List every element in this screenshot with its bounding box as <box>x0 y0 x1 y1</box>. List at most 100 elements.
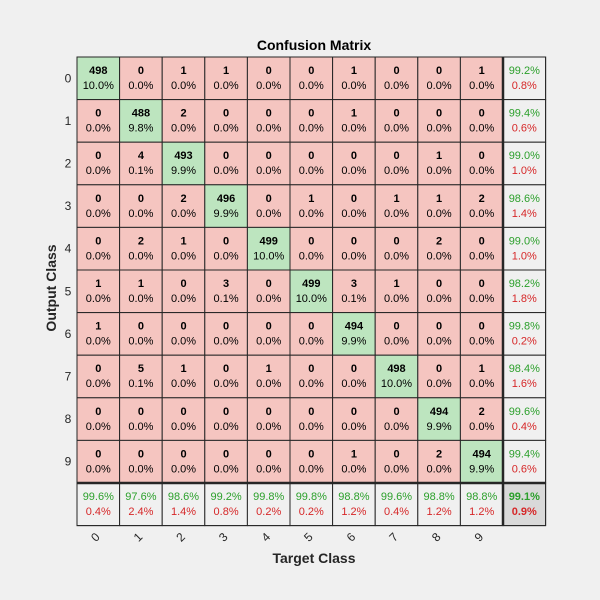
cell-background <box>289 397 334 441</box>
matrix-cell: 1 0.0% <box>161 56 206 101</box>
cell-background <box>119 439 163 484</box>
matrix-cell: 1 0.0% <box>289 184 334 228</box>
cell-count: 499 <box>260 235 278 247</box>
cell-count: 1 <box>393 193 399 205</box>
cell-background <box>417 312 461 356</box>
cell-count: 494 <box>430 406 449 418</box>
cell-count: 498 <box>387 363 405 375</box>
cell-background <box>502 354 547 399</box>
cell-percent: 0.0% <box>469 378 494 390</box>
cell-count: 0 <box>308 150 314 162</box>
cell-count: 0 <box>180 278 186 290</box>
y-tick-label: 3 <box>65 199 72 213</box>
cell-count: 0 <box>266 406 272 418</box>
cell-background <box>119 354 163 399</box>
matrix-cell: 0 0.0% <box>204 141 248 186</box>
summary-cell: 98.8% 1.2% <box>332 482 376 527</box>
cell-background <box>76 56 121 101</box>
cell-background <box>246 269 291 314</box>
cell-count: 0 <box>393 108 399 120</box>
cell-background <box>76 141 121 186</box>
cell-background <box>289 312 334 356</box>
cell-background <box>459 56 504 101</box>
cell-count: 1 <box>95 278 101 290</box>
cell-background <box>459 397 504 441</box>
y-tick-label: 8 <box>65 412 72 426</box>
summary-cell: 98.4% 1.6% <box>502 354 547 399</box>
cell-background <box>289 141 334 186</box>
cell-count: 488 <box>132 108 150 120</box>
cell-count: 0 <box>95 150 101 162</box>
matrix-cell: 1 0.0% <box>119 269 163 314</box>
matrix-cell: 0 0.0% <box>246 184 291 228</box>
cell-background <box>289 482 334 527</box>
summary-accuracy: 98.4% <box>509 363 540 375</box>
cell-percent: 0.0% <box>341 208 366 220</box>
cell-background <box>502 99 547 143</box>
cell-count: 2 <box>479 406 485 418</box>
cell-count: 1 <box>351 448 357 460</box>
summary-error: 0.2% <box>299 506 324 518</box>
matrix-cell: 1 0.0% <box>76 269 121 314</box>
cell-background <box>417 141 461 186</box>
matrix-cell: 0 0.0% <box>417 99 461 143</box>
cell-percent: 0.0% <box>256 463 281 475</box>
matrix-cell: 0 0.0% <box>374 397 419 441</box>
matrix-cell: 499 10.0% <box>246 226 291 271</box>
cell-percent: 0.0% <box>427 208 452 220</box>
summary-accuracy: 97.6% <box>125 491 156 503</box>
cell-percent: 0.0% <box>214 250 239 262</box>
cell-count: 0 <box>393 150 399 162</box>
matrix-cell: 0 0.0% <box>417 269 461 314</box>
cell-count: 0 <box>266 278 272 290</box>
cell-percent: 0.1% <box>341 293 366 305</box>
cell-background <box>502 226 547 271</box>
cell-count: 0 <box>95 235 101 247</box>
cell-background <box>161 56 206 101</box>
cell-percent: 0.0% <box>384 123 409 135</box>
chart-title: Confusion Matrix <box>257 37 372 53</box>
cell-percent: 0.0% <box>384 336 409 348</box>
matrix-cell: 1 0.0% <box>417 184 461 228</box>
cell-background <box>332 56 376 101</box>
summary-error: 1.2% <box>427 506 452 518</box>
cell-percent: 0.0% <box>128 80 153 92</box>
cell-background <box>76 482 121 527</box>
cell-percent: 0.0% <box>86 293 111 305</box>
summary-cell: 99.1% 0.9% <box>502 482 547 527</box>
cell-percent: 0.0% <box>427 165 452 177</box>
cell-background <box>246 99 291 143</box>
summary-error: 0.4% <box>512 421 537 433</box>
cell-percent: 0.0% <box>256 421 281 433</box>
matrix-cell: 0 0.0% <box>417 354 461 399</box>
summary-accuracy: 99.0% <box>509 235 540 247</box>
cell-background <box>502 184 547 228</box>
cell-percent: 0.0% <box>171 80 196 92</box>
matrix-cell: 494 9.9% <box>459 439 504 484</box>
matrix-cell: 0 0.0% <box>204 312 248 356</box>
summary-error: 1.6% <box>512 378 537 390</box>
y-axis-label: Output Class <box>43 244 59 331</box>
cell-count: 1 <box>180 65 186 77</box>
cell-background <box>502 141 547 186</box>
cell-count: 1 <box>223 65 229 77</box>
cell-percent: 0.0% <box>469 165 494 177</box>
cell-background <box>204 56 248 101</box>
summary-cell: 99.4% 0.6% <box>502 439 547 484</box>
matrix-cell: 0 0.0% <box>76 397 121 441</box>
cell-percent: 0.0% <box>427 293 452 305</box>
y-tick-label: 1 <box>65 114 72 128</box>
summary-cell: 97.6% 2.4% <box>119 482 163 527</box>
matrix-cell: 0 0.0% <box>76 439 121 484</box>
cell-count: 0 <box>308 406 314 418</box>
summary-cell: 99.6% 0.4% <box>374 482 419 527</box>
cell-percent: 0.0% <box>171 293 196 305</box>
cell-percent: 10.0% <box>381 378 412 390</box>
matrix-cell: 0 0.0% <box>204 226 248 271</box>
summary-cell: 98.6% 1.4% <box>502 184 547 228</box>
cell-background <box>246 56 291 101</box>
cell-count: 0 <box>266 448 272 460</box>
matrix-cell: 0 0.0% <box>289 226 334 271</box>
matrix-cell: 2 0.0% <box>459 397 504 441</box>
cell-count: 0 <box>393 65 399 77</box>
